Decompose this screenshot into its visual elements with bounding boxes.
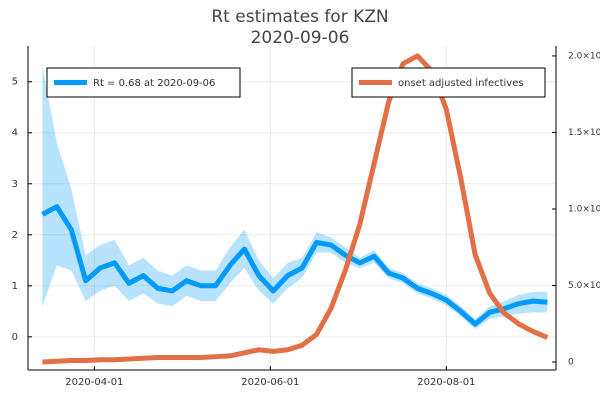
- y-tick-label: 3: [12, 179, 18, 190]
- y2-tick-label: 1.0×10⁴: [568, 204, 600, 214]
- chart-subtitle: 2020-09-06: [251, 28, 350, 48]
- series-line: [42, 53, 549, 365]
- chart-title: Rt estimates for KZN: [211, 7, 388, 27]
- y-tick-label: 4: [12, 128, 18, 139]
- legend-label: Rt = 0.68 at 2020-09-06: [93, 78, 215, 89]
- y-tick-label: 1: [12, 281, 18, 292]
- x-tick-label: 2020-06-01: [241, 377, 299, 388]
- y-tick-label: 2: [12, 230, 18, 241]
- y2-tick-label: 5.0×10³: [568, 281, 600, 291]
- x-tick-label: 2020-08-01: [417, 377, 475, 388]
- x-tick-label: 2020-04-01: [65, 377, 123, 388]
- y2-tick-label: 1.5×10⁴: [568, 128, 600, 138]
- legend-label: onset adjusted infectives: [398, 78, 524, 89]
- y-tick-label: 5: [12, 77, 18, 88]
- y2-tick-label: 0: [568, 358, 574, 368]
- confidence-band: [42, 66, 548, 330]
- series-line: [41, 204, 548, 327]
- y2-tick-label: 2.0×10⁴: [568, 51, 600, 61]
- y-tick-label: 0: [12, 332, 18, 343]
